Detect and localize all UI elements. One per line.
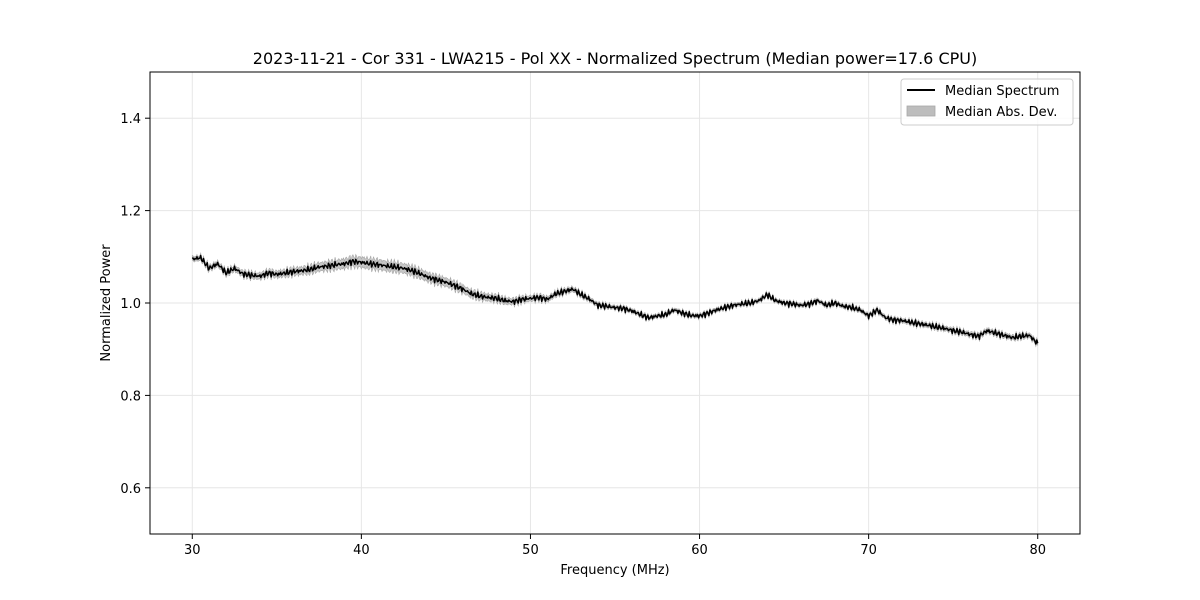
legend-label-median-abs-dev: Median Abs. Dev. (945, 105, 1057, 120)
x-tick-label: 50 (522, 543, 539, 558)
x-tick-label: 30 (184, 543, 201, 558)
x-tick-label: 60 (691, 543, 708, 558)
median-spectrum-line (191, 254, 1039, 345)
x-tick-label: 80 (1029, 543, 1046, 558)
y-tick-label: 0.8 (120, 389, 141, 404)
legend-box (900, 78, 1074, 126)
legend-band-swatch (906, 105, 936, 117)
x-axis-ticks: 30 40 50 60 70 80 (184, 534, 1046, 558)
x-tick-label: 40 (353, 543, 370, 558)
x-axis-label: Frequency (MHz) (560, 563, 669, 578)
x-tick-label: 70 (860, 543, 877, 558)
median-spectrum-path (191, 254, 1039, 345)
median-abs-dev-area (191, 252, 1039, 348)
y-tick-label: 0.6 (120, 482, 141, 497)
legend: Median Spectrum Median Abs. Dev. (900, 78, 1074, 126)
y-axis-label: Normalized Power (99, 244, 114, 362)
y-tick-label: 1.0 (120, 297, 141, 312)
chart-title: 2023-11-21 - Cor 331 - LWA215 - Pol XX -… (253, 49, 977, 68)
y-axis-ticks: 0.6 0.8 1.0 1.2 1.4 (120, 112, 150, 497)
median-abs-dev-band (191, 252, 1039, 348)
y-tick-label: 1.4 (120, 112, 141, 127)
legend-label-median-spectrum: Median Spectrum (945, 84, 1059, 99)
y-tick-label: 1.2 (120, 205, 141, 220)
